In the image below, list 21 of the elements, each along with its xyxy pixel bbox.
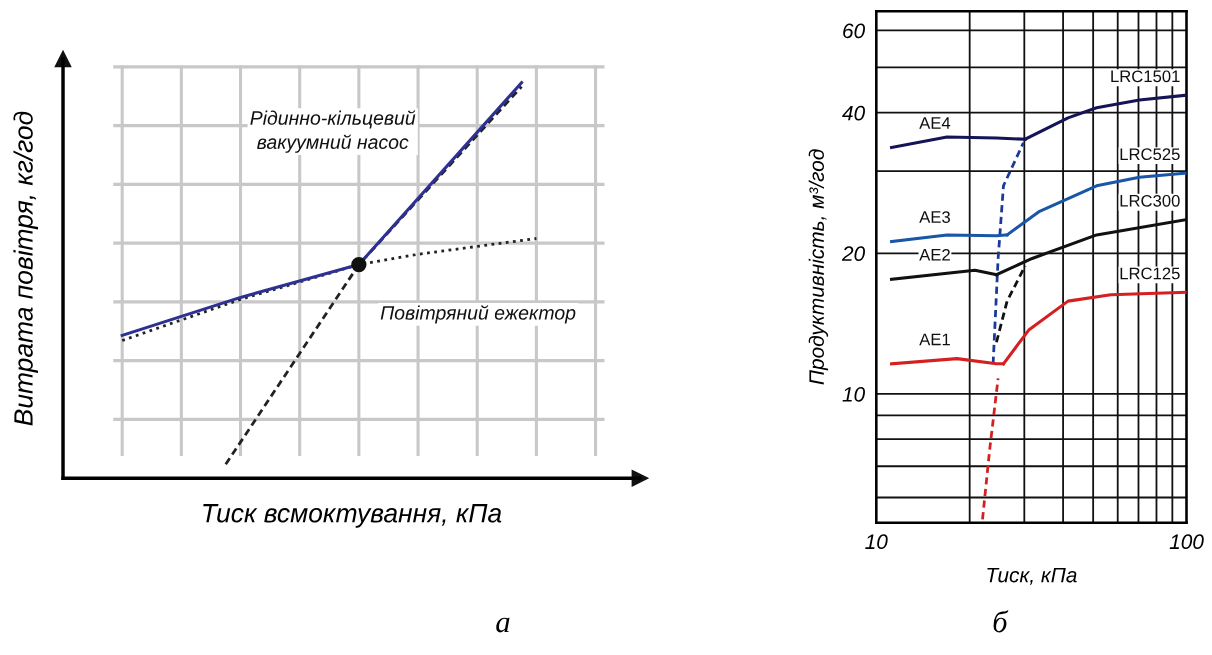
series-label: AE2 [919,248,950,261]
series-label: AE1 [919,333,950,346]
y-tick-label: 20 [841,246,865,262]
x-axis-title: Тиск, кПа [987,567,1077,585]
y-axis-title: Витрата повітря, кг/год [13,111,39,426]
y-axis-title: Продуктивність, м³/год [808,149,829,385]
text: б [993,610,1009,633]
series-label: Рідинно-кільцевий вакуумний насос [250,110,416,153]
y-tick-label: 60 [843,23,865,39]
y-tick-label: 40 [842,105,865,121]
series-label: LRC1501 [1111,70,1180,83]
series-label: AE3 [919,211,950,223]
series-label: LRC525 [1120,148,1180,161]
series-label: LRC300 [1120,194,1180,207]
y-tick-label: 10 [842,386,865,402]
series-label: AE4 [919,117,951,129]
x-axis-title: Тиск всмоктування, кПа [203,504,502,528]
series-label: LRC125 [1120,267,1180,280]
x-tick-label: 100 [1169,534,1204,550]
text: а [496,617,510,633]
text: Повітряний ежектор [380,305,576,324]
